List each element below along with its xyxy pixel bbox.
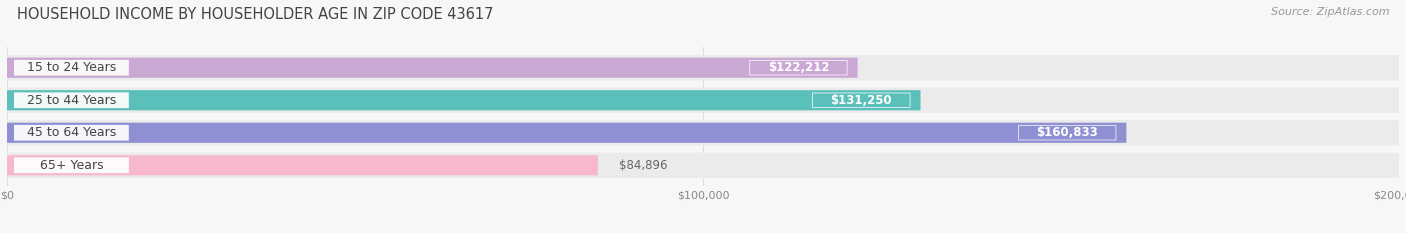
Text: $122,212: $122,212	[768, 61, 830, 74]
Text: 45 to 64 Years: 45 to 64 Years	[27, 126, 117, 139]
FancyBboxPatch shape	[7, 58, 858, 78]
FancyBboxPatch shape	[7, 90, 921, 110]
Text: 65+ Years: 65+ Years	[39, 159, 103, 172]
Text: 15 to 24 Years: 15 to 24 Years	[27, 61, 117, 74]
Text: 25 to 44 Years: 25 to 44 Years	[27, 94, 117, 107]
Text: $84,896: $84,896	[619, 159, 668, 172]
FancyBboxPatch shape	[14, 158, 129, 173]
FancyBboxPatch shape	[7, 55, 1399, 80]
FancyBboxPatch shape	[813, 93, 910, 107]
FancyBboxPatch shape	[7, 120, 1399, 145]
FancyBboxPatch shape	[14, 125, 129, 141]
Text: Source: ZipAtlas.com: Source: ZipAtlas.com	[1271, 7, 1389, 17]
FancyBboxPatch shape	[14, 60, 129, 75]
FancyBboxPatch shape	[1018, 126, 1116, 140]
FancyBboxPatch shape	[14, 92, 129, 108]
FancyBboxPatch shape	[7, 153, 1399, 178]
FancyBboxPatch shape	[7, 88, 1399, 113]
FancyBboxPatch shape	[749, 61, 848, 75]
FancyBboxPatch shape	[7, 155, 598, 175]
Text: HOUSEHOLD INCOME BY HOUSEHOLDER AGE IN ZIP CODE 43617: HOUSEHOLD INCOME BY HOUSEHOLDER AGE IN Z…	[17, 7, 494, 22]
Text: $131,250: $131,250	[831, 94, 893, 107]
FancyBboxPatch shape	[7, 123, 1126, 143]
Text: $160,833: $160,833	[1036, 126, 1098, 139]
